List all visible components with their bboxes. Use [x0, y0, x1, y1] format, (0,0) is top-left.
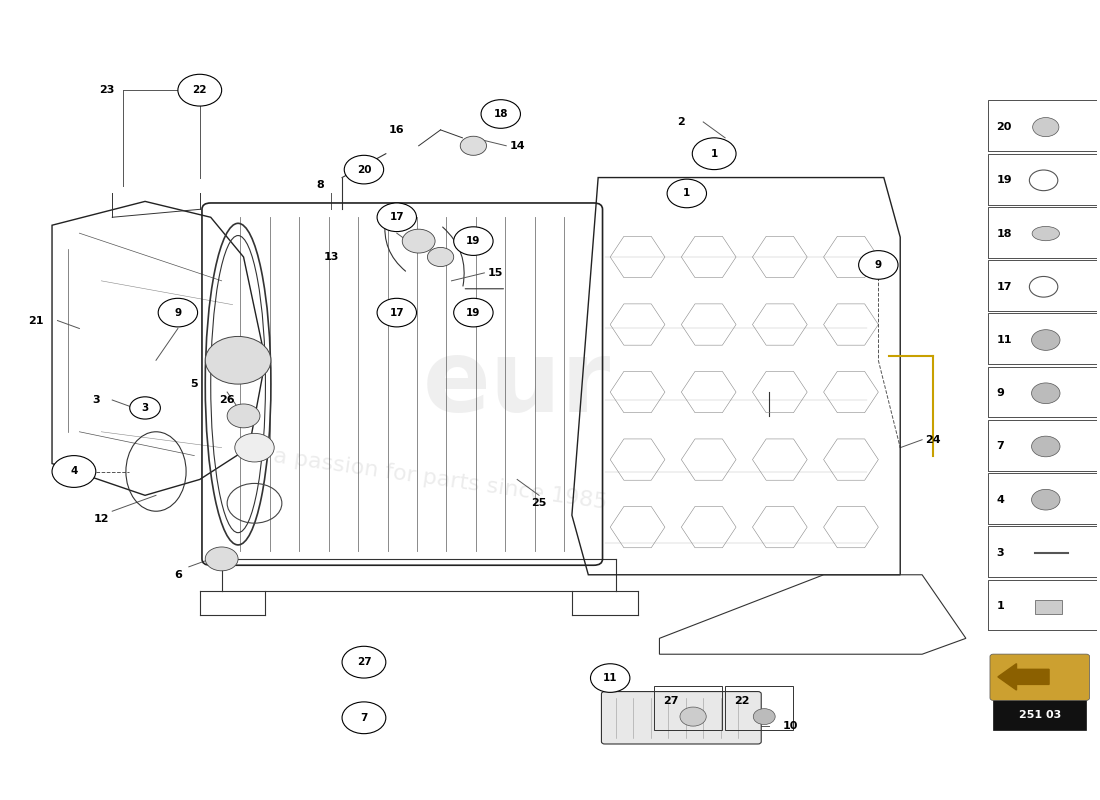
Text: 27: 27 — [356, 657, 372, 667]
Circle shape — [52, 456, 96, 487]
Bar — [988, 260, 1100, 311]
Text: 1: 1 — [683, 189, 691, 198]
Bar — [993, 699, 1087, 730]
Circle shape — [227, 404, 260, 428]
Circle shape — [1032, 436, 1060, 457]
Bar — [988, 101, 1100, 151]
Text: 19: 19 — [466, 308, 481, 318]
Circle shape — [481, 100, 520, 128]
Bar — [988, 473, 1100, 524]
Text: 17: 17 — [389, 308, 404, 318]
Text: 251 03: 251 03 — [1019, 710, 1060, 720]
Circle shape — [591, 664, 630, 692]
Text: 1: 1 — [711, 149, 718, 158]
Text: 24: 24 — [925, 434, 940, 445]
Circle shape — [1032, 330, 1060, 350]
Circle shape — [403, 229, 436, 253]
Text: 8: 8 — [317, 181, 324, 190]
Text: 12: 12 — [94, 514, 109, 524]
Bar — [988, 420, 1100, 470]
Circle shape — [453, 298, 493, 327]
Text: 17: 17 — [389, 212, 404, 222]
FancyArrow shape — [998, 664, 1049, 690]
Bar — [988, 314, 1100, 364]
Text: 4: 4 — [70, 466, 78, 477]
Circle shape — [342, 702, 386, 734]
Bar — [988, 526, 1100, 577]
Circle shape — [178, 74, 222, 106]
Bar — [988, 154, 1100, 205]
Text: 22: 22 — [192, 85, 207, 95]
Circle shape — [680, 707, 706, 726]
Circle shape — [377, 298, 417, 327]
Text: 3: 3 — [92, 395, 100, 405]
FancyBboxPatch shape — [990, 654, 1090, 700]
Circle shape — [859, 250, 898, 279]
Text: 26: 26 — [219, 395, 235, 405]
Text: 9: 9 — [174, 308, 182, 318]
Circle shape — [754, 709, 776, 725]
Bar — [654, 686, 722, 730]
Text: 10: 10 — [783, 721, 799, 730]
Text: 25: 25 — [531, 498, 547, 508]
Bar — [988, 207, 1100, 258]
Text: 18: 18 — [494, 109, 508, 119]
Text: 20: 20 — [356, 165, 371, 174]
Bar — [988, 579, 1100, 630]
Circle shape — [206, 337, 271, 384]
Text: 21: 21 — [28, 315, 43, 326]
Circle shape — [158, 298, 198, 327]
Text: 17: 17 — [997, 282, 1012, 292]
Circle shape — [344, 155, 384, 184]
Text: 19: 19 — [466, 236, 481, 246]
FancyBboxPatch shape — [602, 691, 761, 744]
Text: 19: 19 — [997, 175, 1012, 186]
Text: eur: eur — [424, 336, 612, 433]
Text: 22: 22 — [734, 696, 749, 706]
Circle shape — [206, 547, 238, 571]
Text: 1: 1 — [997, 601, 1004, 611]
Text: 9: 9 — [997, 388, 1004, 398]
Text: 9: 9 — [874, 260, 882, 270]
Text: 23: 23 — [99, 85, 114, 95]
Circle shape — [1032, 490, 1060, 510]
Text: 4: 4 — [997, 494, 1004, 505]
Text: 16: 16 — [389, 125, 405, 135]
Text: 27: 27 — [662, 696, 679, 706]
Circle shape — [428, 247, 453, 266]
Text: 3: 3 — [142, 403, 148, 413]
Text: 11: 11 — [603, 673, 617, 683]
Circle shape — [234, 434, 274, 462]
Circle shape — [342, 646, 386, 678]
Text: 13: 13 — [323, 252, 339, 262]
Text: a passion for parts since 1985: a passion for parts since 1985 — [273, 446, 608, 513]
Ellipse shape — [1032, 226, 1059, 241]
Text: 15: 15 — [487, 268, 503, 278]
Text: 7: 7 — [997, 442, 1004, 451]
Text: 2: 2 — [678, 117, 685, 127]
Text: 18: 18 — [997, 229, 1012, 238]
Text: 14: 14 — [509, 141, 525, 150]
Circle shape — [377, 203, 417, 231]
Circle shape — [667, 179, 706, 208]
Bar — [988, 366, 1100, 418]
Text: 3: 3 — [997, 548, 1004, 558]
Circle shape — [460, 136, 486, 155]
Circle shape — [453, 227, 493, 255]
Circle shape — [130, 397, 161, 419]
Circle shape — [1032, 383, 1060, 403]
Circle shape — [692, 138, 736, 170]
Bar — [725, 686, 793, 730]
Text: 20: 20 — [997, 122, 1012, 132]
Text: 7: 7 — [361, 713, 367, 722]
Bar — [1035, 600, 1063, 614]
Text: 5: 5 — [190, 379, 198, 389]
Text: 11: 11 — [997, 335, 1012, 345]
Text: 6: 6 — [174, 570, 182, 580]
Circle shape — [1033, 118, 1059, 137]
